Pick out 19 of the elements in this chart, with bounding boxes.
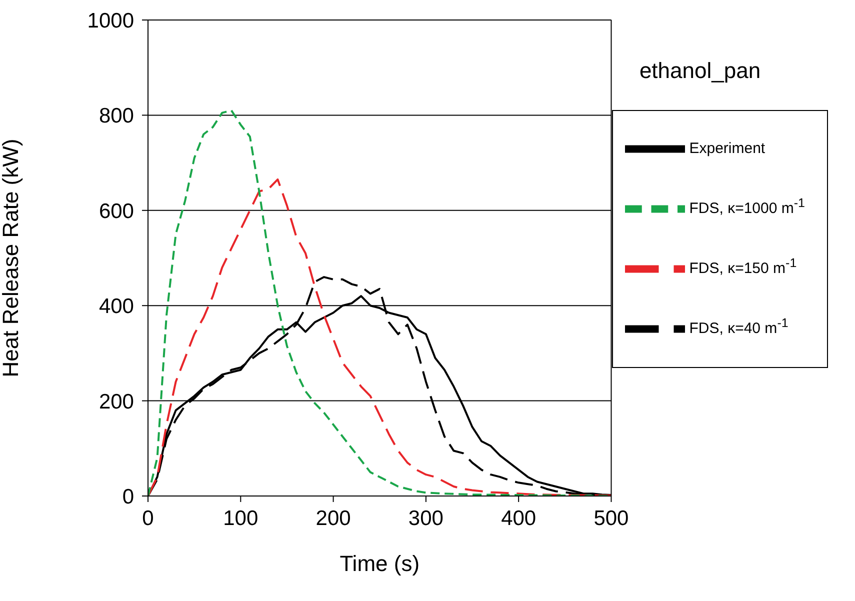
y-tick-label: 800	[98, 104, 134, 128]
x-axis-title: Time (s)	[340, 551, 420, 576]
x-tick-label: 0	[142, 506, 154, 530]
legend-label: FDS, κ=1000 m$^{-1}$	[689, 196, 805, 217]
text: ethanol_pan	[639, 58, 761, 83]
legend-label: FDS, κ=150 m$^{-1}$	[689, 256, 797, 277]
y-tick-label: 600	[98, 200, 134, 223]
y-tick-label: 200	[98, 390, 134, 414]
y-tick-label: 0	[122, 485, 134, 508]
x-tick-label: 500	[594, 506, 629, 530]
x-tick-label: 400	[501, 506, 536, 530]
x-tick-label: 200	[316, 506, 351, 530]
y-axis-title: Heat Release Rate (kW)	[0, 138, 23, 378]
x-tick-label: 300	[408, 506, 444, 530]
y-tick-label: 400	[98, 295, 134, 318]
x-tick-label: 100	[223, 506, 258, 530]
y-tick-label: 1000	[87, 9, 134, 32]
legend-label: FDS, κ=40 m$^{-1}$	[689, 316, 788, 337]
legend-label: Experiment	[689, 140, 766, 157]
